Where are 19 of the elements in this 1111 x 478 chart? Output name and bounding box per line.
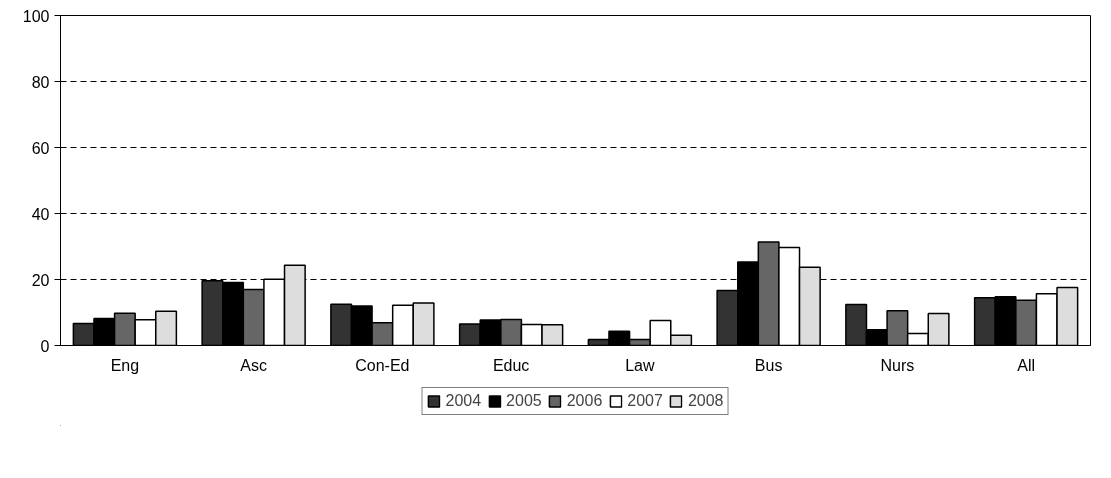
x-tick-label: Nurs — [880, 356, 915, 374]
legend-label: 2008 — [687, 392, 724, 410]
y-tick-label: 60 — [31, 139, 50, 157]
x-tick-label: All — [1017, 356, 1036, 374]
y-tick-label: 100 — [22, 7, 50, 25]
y-tick-label: 20 — [31, 271, 50, 289]
legend-label: 2004 — [445, 392, 482, 410]
y-tick-label: 80 — [31, 73, 50, 91]
y-tick-label: 0 — [40, 337, 50, 355]
y-tick-label: 40 — [31, 205, 50, 223]
x-tick-label: Asc — [240, 356, 267, 374]
legend-label: 2007 — [627, 392, 663, 410]
x-tick-label: Educ — [492, 356, 530, 374]
x-tick-label: Bus — [754, 356, 783, 374]
legend-label: 2005 — [506, 392, 542, 410]
x-tick-label: Law — [625, 356, 655, 374]
x-tick-label: Con-Ed — [355, 356, 410, 374]
legend-label: 2006 — [566, 392, 603, 410]
x-tick-label: Eng — [110, 356, 140, 374]
